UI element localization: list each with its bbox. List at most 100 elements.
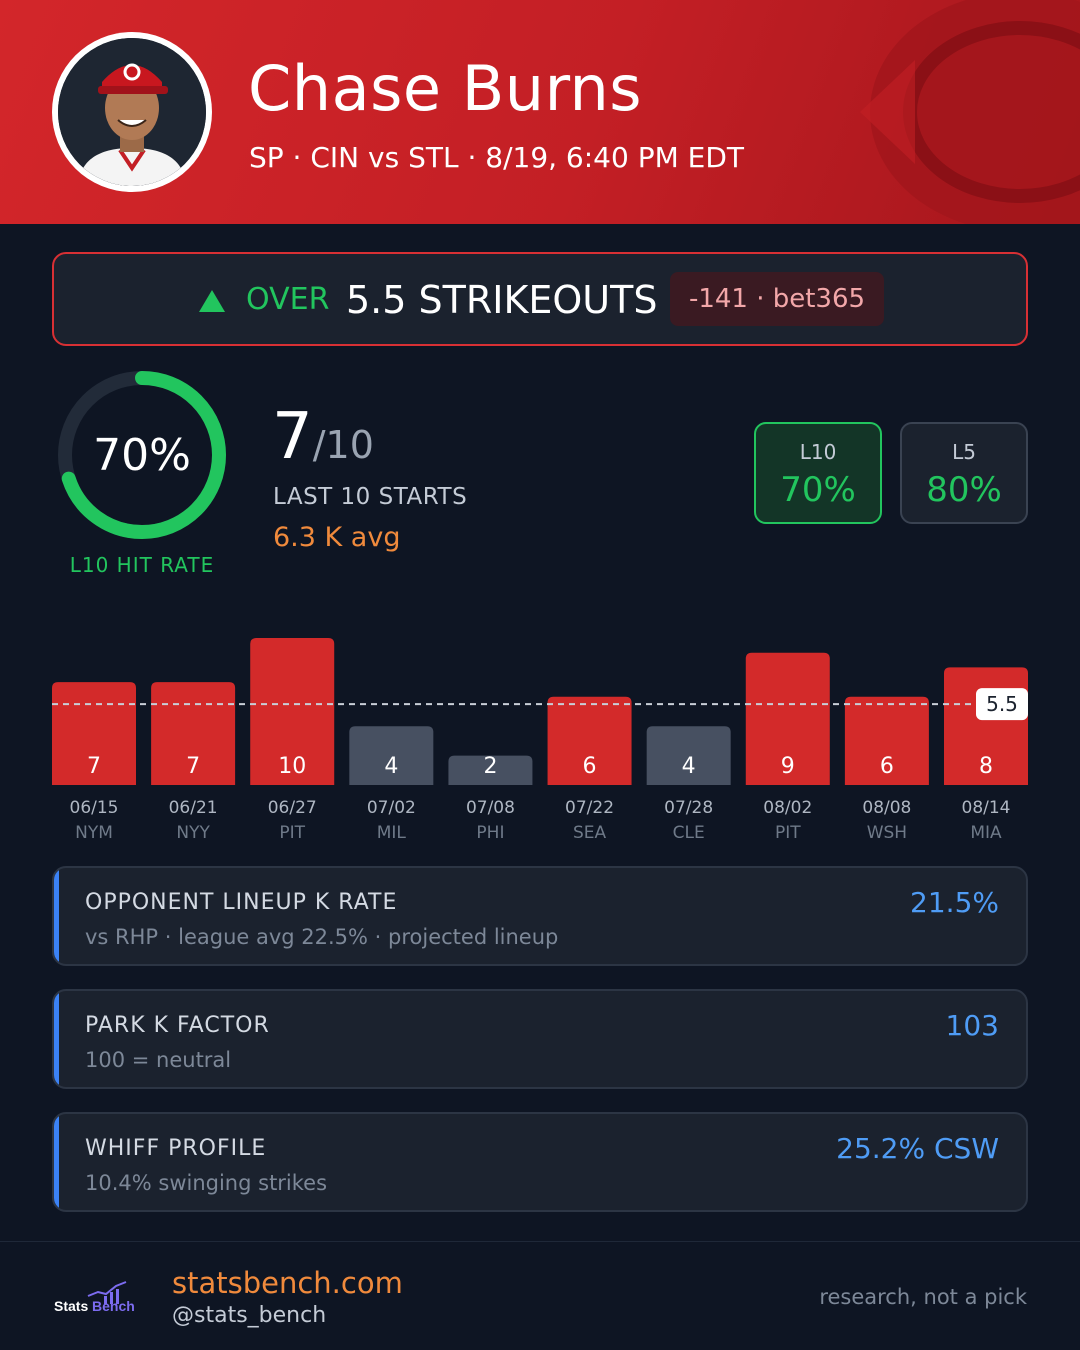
game-info: SP · CIN vs STL · 8/19, 6:40 PM EDT: [249, 141, 745, 174]
bar-opponent-label: MIA: [970, 823, 1002, 843]
bar: [151, 682, 236, 785]
footer-divider: [0, 1241, 1080, 1242]
hit-rate-arc: [58, 371, 226, 539]
card-value: 103: [945, 1009, 999, 1042]
bar-value-label: 6: [880, 754, 894, 779]
bar-date-label: 08/14: [962, 798, 1011, 818]
card-title: WHIFF PROFILE: [85, 1136, 267, 1161]
hits-label: LAST 10 STARTS: [273, 484, 468, 510]
park-factor-card: PARK K FACTOR 100 = neutral 103: [52, 989, 1028, 1089]
social-handle[interactable]: @stats_bench: [172, 1303, 327, 1328]
bar: [646, 726, 731, 785]
card-subtitle: 100 = neutral: [85, 1048, 232, 1072]
card-accent: [54, 1114, 59, 1210]
bar-opponent-label: NYY: [176, 823, 210, 843]
split-name: L5: [952, 440, 976, 464]
triangle-up-icon: [199, 290, 225, 312]
card-subtitle: vs RHP · league avg 22.5% · projected li…: [85, 925, 559, 949]
bar-value-label: 7: [87, 754, 101, 779]
player-headshot-icon: [58, 38, 206, 186]
bar-group: 9 08/02 PIT: [745, 652, 830, 843]
bar-value-label: 4: [682, 754, 696, 779]
site-link[interactable]: statsbench.com: [172, 1266, 403, 1300]
bar: [844, 696, 929, 785]
bar-value-label: 2: [483, 754, 497, 779]
bar-value-label: 8: [979, 754, 993, 779]
prop-line-badge: [976, 688, 1028, 721]
pick-banner: OVER 5.5 STRIKEOUTS -141 · bet365: [52, 252, 1028, 346]
disclaimer: research, not a pick: [819, 1285, 1027, 1309]
hits-summary: 7/10: [272, 400, 374, 474]
bar-date-label: 08/08: [862, 798, 911, 818]
split-value: 70%: [780, 470, 856, 510]
bar-group: 7 06/15 NYM: [52, 682, 136, 843]
bar: [448, 755, 533, 785]
bar-date-label: 07/28: [664, 798, 713, 818]
bar-date-label: 07/02: [367, 798, 416, 818]
k-average: 6.3 K avg: [273, 522, 401, 553]
card-value: 21.5%: [910, 886, 999, 919]
bar-opponent-label: SEA: [573, 823, 607, 843]
bar-value-label: 4: [384, 754, 398, 779]
whiff-profile-card: WHIFF PROFILE 10.4% swinging strikes 25.…: [52, 1112, 1028, 1212]
card-title: PARK K FACTOR: [85, 1013, 270, 1038]
opponent-k-rate-card: OPPONENT LINEUP K RATE vs RHP · league a…: [52, 866, 1028, 966]
bar-opponent-label: PHI: [476, 823, 504, 843]
header-banner: Chase Burns SP · CIN vs STL · 8/19, 6:40…: [0, 0, 1080, 224]
card-subtitle: 10.4% swinging strikes: [85, 1171, 328, 1195]
card-accent: [54, 868, 59, 964]
bar-group: 2 07/08 PHI: [448, 754, 533, 843]
bar-date-label: 08/02: [763, 798, 812, 818]
card-value: 25.2% CSW: [836, 1132, 999, 1165]
split-l10-box: L10 70%: [754, 422, 882, 524]
strikeout-bar-chart: 7 06/15 NYM 7 06/21 NYY 10 06/27 PIT 4 07/02 MIL 2 07…: [0, 600, 1080, 850]
card-accent: [54, 991, 59, 1087]
card-title: OPPONENT LINEUP K RATE: [85, 890, 398, 915]
hit-rate-percent: 70%: [93, 430, 191, 481]
bar-opponent-label: WSH: [867, 823, 907, 843]
bar-group: 7 06/21 NYY: [151, 682, 236, 843]
bar-value-label: 10: [278, 754, 306, 779]
bar: [349, 726, 434, 785]
pick-line: 5.5 STRIKEOUTS: [346, 278, 658, 322]
split-name: L10: [799, 440, 837, 464]
bar-date-label: 07/08: [466, 798, 515, 818]
bar-group: 4 07/02 MIL: [349, 726, 434, 843]
svg-text:Stats: Stats: [54, 1298, 88, 1314]
hits-count: 7: [272, 400, 313, 474]
bar: [745, 652, 830, 785]
split-value: 80%: [926, 470, 1002, 510]
bar-opponent-label: PIT: [775, 823, 801, 843]
odds-badge: -141 · bet365: [670, 272, 884, 326]
bar: [250, 638, 335, 785]
bar-date-label: 07/22: [565, 798, 614, 818]
team-logo-watermark-icon: [860, 0, 1080, 224]
bar-group: 10 06/27 PIT: [250, 638, 335, 843]
split-l5-box: L5 80%: [900, 422, 1028, 524]
player-name: Chase Burns: [248, 52, 643, 125]
player-avatar: [52, 32, 212, 192]
statsbench-logo: Stats Bench: [54, 1281, 135, 1314]
bar-group: 4 07/28 CLE: [646, 726, 731, 843]
bar-date-label: 06/15: [70, 798, 119, 818]
bar-date-label: 06/21: [169, 798, 218, 818]
bar-opponent-label: NYM: [75, 823, 113, 843]
bar-group: 6 07/22 SEA: [547, 696, 632, 843]
bar-opponent-label: MIL: [377, 823, 407, 843]
hit-rate-label: L10 HIT RATE: [69, 553, 215, 577]
bar-value-label: 6: [583, 754, 597, 779]
bar-opponent-label: CLE: [673, 823, 705, 843]
chart-canvas: 7 06/15 NYM 7 06/21 NYY 10 06/27 PIT 4 07/02 MIL 2 07…: [52, 638, 1028, 843]
bar: [547, 696, 632, 785]
hit-rate-ring: [58, 371, 226, 539]
bar-group: 6 08/08 WSH: [844, 696, 929, 843]
prop-line-label: 5.5: [986, 692, 1018, 716]
hits-total: /10: [312, 423, 374, 467]
bar-opponent-label: PIT: [279, 823, 305, 843]
svg-text:Bench: Bench: [92, 1298, 135, 1314]
bar-value-label: 7: [186, 754, 200, 779]
pick-direction: OVER: [246, 282, 330, 317]
bar-value-label: 9: [781, 754, 795, 779]
bar: [52, 682, 136, 785]
bar-date-label: 06/27: [268, 798, 317, 818]
